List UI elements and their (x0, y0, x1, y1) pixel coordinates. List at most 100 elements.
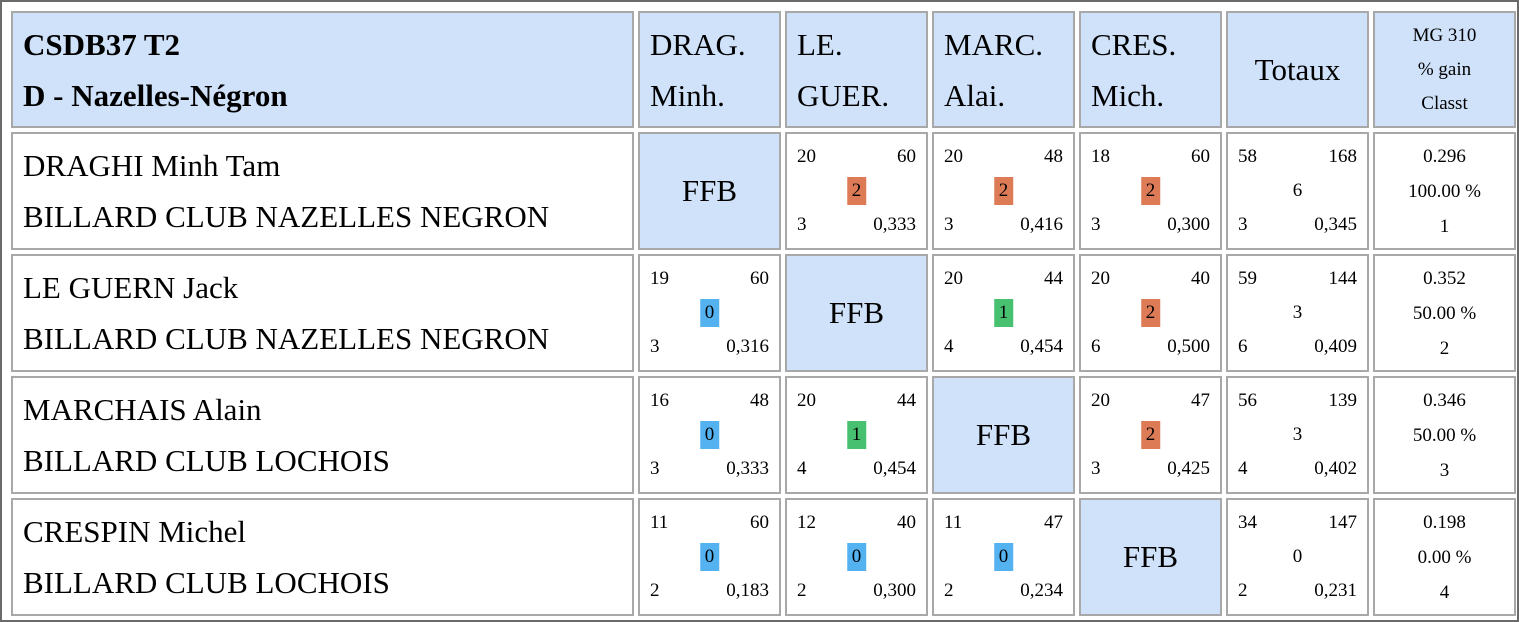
total-reprises: 139 (1328, 390, 1358, 411)
gain-percent: 50.00 % (1412, 302, 1477, 324)
match-cell: 11 47 0 2 0,234 (932, 498, 1075, 616)
match-cell: 20 48 2 3 0,416 (932, 132, 1075, 250)
self-match-cell: FFB (932, 376, 1075, 494)
total-best-series: 3 (1238, 214, 1248, 235)
table-title-cell: CSDB37 T2 D - Nazelles-Négron (11, 11, 634, 128)
match-best-series: 3 (1091, 458, 1101, 479)
match-points-badge: 2 (993, 177, 1014, 205)
gain-percent: 0.00 % (1417, 546, 1472, 568)
column-header-line2: GUER. (797, 77, 890, 113)
player-row: MARCHAIS Alain BILLARD CLUB LOCHOIS 16 48 0 3… (11, 376, 1516, 494)
result-cell: 0.198 0.00 % 4 (1373, 498, 1516, 616)
match-average: 0,300 (873, 580, 916, 601)
match-average: 0,500 (1167, 336, 1210, 357)
gain-percent: 50.00 % (1412, 424, 1477, 446)
competition-subtitle: D - Nazelles-Négron (23, 77, 288, 113)
player-club: BILLARD CLUB NAZELLES NEGRON (23, 321, 550, 356)
match-cell: 20 60 2 3 0,333 (785, 132, 928, 250)
player-cell: CRESPIN Michel BILLARD CLUB LOCHOIS (11, 498, 634, 616)
gain-percent: 100.00 % (1408, 180, 1481, 202)
match-reprises: 40 (1191, 268, 1210, 289)
match-cell: 19 60 0 3 0,316 (638, 254, 781, 372)
match-cell: 16 48 0 3 0,333 (638, 376, 781, 494)
self-match-cell: FFB (1079, 498, 1222, 616)
general-average: 0.198 (1423, 511, 1466, 533)
total-best-series: 2 (1238, 580, 1248, 601)
match-best-series: 4 (797, 458, 807, 479)
self-match-cell: FFB (785, 254, 928, 372)
match-reprises: 40 (897, 512, 916, 533)
player-club: BILLARD CLUB LOCHOIS (23, 443, 390, 478)
match-best-series: 6 (1091, 336, 1101, 357)
match-points-badge: 0 (846, 543, 867, 571)
self-match-cell: FFB (638, 132, 781, 250)
match-cell: 20 44 1 4 0,454 (785, 376, 928, 494)
match-points-badge: 1 (993, 299, 1014, 327)
total-reprises: 147 (1328, 512, 1358, 533)
match-reprises: 60 (750, 268, 769, 289)
match-points-badge: 2 (846, 177, 867, 205)
competition-title: CSDB37 T2 (23, 26, 181, 62)
match-cell: 20 47 2 3 0,425 (1079, 376, 1222, 494)
match-best-series: 2 (797, 580, 807, 601)
match-best-series: 2 (944, 580, 954, 601)
column-header-crespin: CRES. Mich. (1079, 11, 1222, 128)
match-points-scored: 20 (797, 146, 816, 167)
mg-header: MG 310 % gain Classt (1373, 11, 1516, 128)
total-points: 34 (1238, 512, 1257, 533)
match-average: 0,333 (726, 458, 769, 479)
ranking: 1 (1439, 215, 1450, 237)
player-row: CRESPIN Michel BILLARD CLUB LOCHOIS 11 60 0 2… (11, 498, 1516, 616)
player-row: DRAGHI Minh Tam BILLARD CLUB NAZELLES NEG… (11, 132, 1516, 250)
ranking: 2 (1439, 337, 1450, 359)
match-points-scored: 18 (1091, 146, 1110, 167)
match-reprises: 47 (1044, 512, 1063, 533)
match-points-scored: 20 (797, 390, 816, 411)
match-points-badge: 0 (699, 299, 720, 327)
match-points-badge: 0 (699, 543, 720, 571)
match-reprises: 48 (750, 390, 769, 411)
match-average: 0,333 (873, 214, 916, 235)
match-cell: 11 60 0 2 0,183 (638, 498, 781, 616)
total-reprises: 144 (1328, 268, 1358, 289)
player-cell: DRAGHI Minh Tam BILLARD CLUB NAZELLES NEG… (11, 132, 634, 250)
total-best-series: 6 (1238, 336, 1248, 357)
match-cell: 18 60 2 3 0,300 (1079, 132, 1222, 250)
match-points-scored: 19 (650, 268, 669, 289)
total-points: 59 (1238, 268, 1257, 289)
match-points-badge: 0 (699, 421, 720, 449)
column-header-marchais: MARC. Alai. (932, 11, 1075, 128)
general-average: 0.296 (1423, 145, 1466, 167)
column-header-line1: CRES. (1091, 26, 1177, 62)
column-header-line2: Mich. (1091, 77, 1165, 113)
result-cell: 0.296 100.00 % 1 (1373, 132, 1516, 250)
match-points-scored: 20 (944, 146, 963, 167)
general-average: 0.346 (1423, 389, 1466, 411)
player-club: BILLARD CLUB NAZELLES NEGRON (23, 199, 550, 234)
match-average: 0,454 (873, 458, 916, 479)
total-average: 0,409 (1314, 336, 1357, 357)
player-name: LE GUERN Jack (23, 270, 239, 305)
player-club: BILLARD CLUB LOCHOIS (23, 565, 390, 600)
match-points-scored: 12 (797, 512, 816, 533)
total-match-points: 0 (1292, 546, 1303, 567)
total-points: 58 (1238, 146, 1257, 167)
totals-cell: 59 144 3 6 0,409 (1226, 254, 1369, 372)
player-cell: LE GUERN Jack BILLARD CLUB NAZELLES NEGRO… (11, 254, 634, 372)
match-points-scored: 16 (650, 390, 669, 411)
match-best-series: 3 (650, 336, 660, 357)
column-header-line1: DRAG. (650, 26, 746, 62)
mg-header-line1: MG 310 (1412, 24, 1477, 46)
mg-header-line2: % gain (1417, 58, 1472, 80)
ranking: 3 (1439, 459, 1450, 481)
match-points-scored: 20 (1091, 390, 1110, 411)
match-average: 0,454 (1020, 336, 1063, 357)
column-header-line1: MARC. (944, 26, 1044, 62)
match-points-scored: 11 (650, 512, 669, 533)
match-points-scored: 11 (944, 512, 963, 533)
result-cell: 0.352 50.00 % 2 (1373, 254, 1516, 372)
match-best-series: 3 (650, 458, 660, 479)
match-reprises: 44 (897, 390, 916, 411)
match-points-badge: 1 (846, 421, 867, 449)
total-average: 0,345 (1314, 214, 1357, 235)
